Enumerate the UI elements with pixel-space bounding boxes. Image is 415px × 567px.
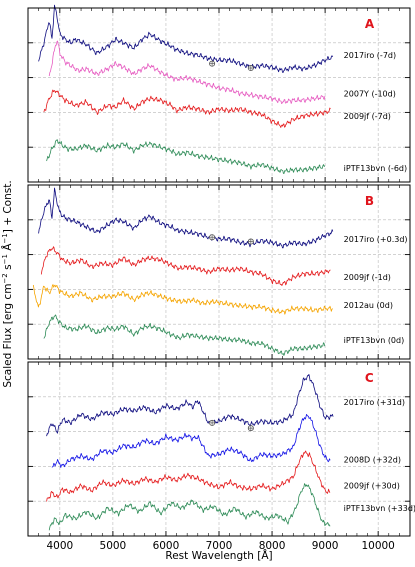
series-label: 2012au (0d)	[344, 301, 393, 310]
series-label: 2009jf (-1d)	[344, 273, 391, 282]
panel-letter: B	[365, 194, 374, 208]
y-axis-title-part: −2	[1, 273, 9, 283]
spectrum-line	[48, 40, 326, 104]
y-axis-title-part: Scaled Flux [erg cm	[2, 284, 14, 388]
y-axis-title-part: −1	[1, 233, 9, 243]
spectrum-line	[48, 483, 331, 531]
spectrum-line	[32, 284, 333, 315]
series-label: 2007Y (-10d)	[344, 89, 396, 98]
series-label: iPTF13bvn (-6d)	[344, 164, 407, 173]
series-label: 2008D (+32d)	[344, 455, 401, 464]
series-label: 2017iro (-7d)	[344, 51, 396, 60]
panel-b: 2017iro (+0.3d) 2009jf (-1d) 2012au (0d) iP…	[27, 184, 411, 360]
x-tick-label: 9000	[312, 540, 339, 552]
y-axis-title: Scaled Flux [erg cm−2 s−1 Å−1] + Const.	[1, 180, 14, 387]
telluric-icon	[247, 425, 254, 432]
spectrum-line	[46, 374, 334, 437]
series-label: 2017iro (+0.3d)	[344, 235, 408, 244]
telluric-icon	[209, 234, 216, 241]
x-tick-label: 4000	[46, 540, 73, 552]
x-tick-label: 8000	[259, 540, 286, 552]
spectrum-line	[46, 450, 331, 502]
x-tick-label: 7000	[206, 540, 233, 552]
y-axis-title-part: ] + Const.	[2, 180, 14, 233]
series-label: iPTF13bvn (+33d)	[344, 504, 415, 513]
telluric-icon	[209, 419, 216, 426]
series-label: 2017iro (+31d)	[344, 398, 405, 407]
y-axis-title-part: −1	[1, 254, 9, 264]
y-axis-title-part: s	[2, 264, 14, 273]
spectrum-line	[51, 414, 331, 468]
x-tick-label: 10000	[361, 540, 394, 552]
x-axis-title: Rest Wavelength [Å]	[165, 549, 272, 562]
spectrum-line	[43, 89, 331, 128]
panel-c: 2017iro (+31d) 2008D (+32d) 2009jf (+30d) i…	[27, 361, 415, 537]
series-label: 2009jf (+30d)	[344, 482, 400, 491]
panels-layer: 2017iro (-7d) 2007Y (-10d) 2009jf (-7d) iPT…	[27, 4, 415, 552]
panel-letter: C	[365, 371, 374, 385]
series-label: iPTF13bvn (0d)	[344, 336, 405, 345]
spectrum-line	[38, 4, 334, 73]
telluric-icon	[209, 60, 216, 67]
x-tick-label: 6000	[153, 540, 180, 552]
spectrum-line	[46, 139, 326, 174]
panel-a: 2017iro (-7d) 2007Y (-10d) 2009jf (-7d) iPT…	[27, 4, 411, 183]
telluric-icon	[247, 238, 254, 245]
telluric-icon	[247, 65, 254, 72]
spectrum-line	[38, 187, 334, 249]
spectrum-line	[40, 246, 331, 286]
series-label: 2009jf (-7d)	[344, 112, 391, 121]
spectrum-line	[43, 314, 326, 356]
y-axis-title-part: Å	[1, 243, 14, 254]
x-tick-label: 5000	[100, 540, 127, 552]
panel-letter: A	[365, 17, 375, 31]
